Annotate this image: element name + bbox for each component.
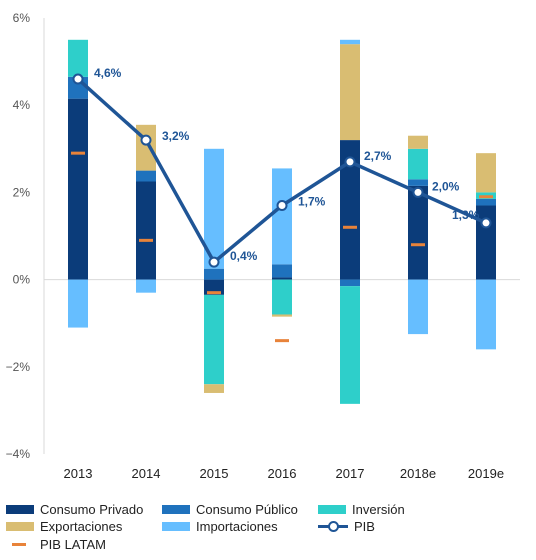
bar-segment xyxy=(272,264,292,278)
legend-label: PIB xyxy=(354,518,375,534)
pib-data-label: 2,7% xyxy=(364,149,392,163)
pib-line xyxy=(72,73,492,268)
x-tick-label: 2019e xyxy=(468,466,504,481)
legend-swatch xyxy=(162,504,190,514)
x-tick-label: 2014 xyxy=(132,466,161,481)
bar-segment xyxy=(340,279,360,287)
bar-segment xyxy=(340,44,360,141)
legend-swatch xyxy=(6,504,34,514)
bar-segment xyxy=(204,384,224,393)
bar-segment xyxy=(272,277,292,280)
legend-label: Inversión xyxy=(352,501,405,517)
pib-data-label: 0,4% xyxy=(230,249,258,263)
pib-point xyxy=(412,186,424,198)
pib-point xyxy=(344,156,356,168)
bar-segment xyxy=(68,39,88,77)
legend-dash-marker-icon xyxy=(12,542,26,546)
y-tick-label: −4% xyxy=(6,447,31,461)
bar-segment xyxy=(408,279,428,335)
y-tick-label: −2% xyxy=(6,360,31,374)
pib-point xyxy=(140,134,152,146)
chart-canvas: −4% −2% 0% 2% 4% 6% 2013 2014 2015 2016 2017 2018e 2… xyxy=(6,11,520,481)
bar-segment xyxy=(272,279,292,315)
bars xyxy=(68,39,496,404)
legend-label: Exportaciones xyxy=(40,518,123,534)
bar-segment xyxy=(204,268,224,280)
legend-item-importaciones: Importaciones xyxy=(162,517,278,535)
x-tick-label: 2015 xyxy=(200,466,229,481)
pib-point xyxy=(480,217,492,229)
legend-label: Importaciones xyxy=(196,518,278,534)
pib-data-label: 4,6% xyxy=(94,66,122,80)
pib-point xyxy=(276,199,288,211)
pib-labels: 4,6% 3,2% 0,4% 1,7% 2,7% 2,0% 1,3% xyxy=(94,66,480,263)
legend-item-pib: PIB xyxy=(318,517,375,535)
bar-segment xyxy=(476,198,496,206)
bar-segment xyxy=(476,153,496,193)
legend-label: Consumo Público xyxy=(196,501,298,517)
pib-data-label: 1,7% xyxy=(298,194,326,208)
legend-item-exportaciones: Exportaciones xyxy=(6,517,122,535)
legend-swatch xyxy=(6,521,34,531)
legend-item-inversion: Inversión xyxy=(318,500,405,518)
bar-segment xyxy=(204,294,224,385)
pib-data-label: 2,0% xyxy=(432,179,460,193)
x-tick-label: 2018e xyxy=(400,466,436,481)
pib-point xyxy=(208,256,220,268)
bar-segment xyxy=(136,279,156,293)
pib-data-label: 3,2% xyxy=(162,129,190,143)
bar-segment xyxy=(408,179,428,186)
bar-segment xyxy=(272,168,292,265)
legend: Consumo Privado Consumo Público Inversió… xyxy=(0,498,536,560)
bar-segment xyxy=(340,39,360,45)
bar-segment xyxy=(408,185,428,280)
bar-segment xyxy=(408,148,428,180)
legend-label: PIB LATAM xyxy=(40,536,106,552)
y-tick-label: 0% xyxy=(13,273,31,287)
legend-item-pib-latam: PIB LATAM xyxy=(6,535,106,553)
y-tick-label: 6% xyxy=(13,11,31,25)
pib-data-label: 1,3% xyxy=(452,208,480,222)
legend-swatch xyxy=(318,504,346,514)
bar-segment xyxy=(408,135,428,149)
x-tick-label: 2016 xyxy=(268,466,297,481)
bar-segment xyxy=(340,286,360,404)
bar-segment xyxy=(68,279,88,328)
x-tick-label: 2017 xyxy=(336,466,365,481)
bar-segment xyxy=(272,314,292,317)
bar-segment xyxy=(204,279,224,295)
bar-segment xyxy=(476,279,496,350)
legend-line-marker-icon xyxy=(318,521,348,532)
axes: −4% −2% 0% 2% 4% 6% 2013 2014 2015 2016 2017 2018e 2… xyxy=(6,11,520,481)
legend-item-consumo-privado: Consumo Privado xyxy=(6,500,143,518)
y-tick-label: 4% xyxy=(13,98,31,112)
bar-segment xyxy=(136,181,156,280)
pib-point xyxy=(72,73,84,85)
legend-label: Consumo Privado xyxy=(40,501,144,517)
legend-swatch xyxy=(162,521,190,531)
bar-segment xyxy=(204,148,224,269)
pib-latam-marks xyxy=(71,151,493,343)
bar-segment xyxy=(136,170,156,182)
legend-item-consumo-publico: Consumo Público xyxy=(162,500,298,518)
x-tick-label: 2013 xyxy=(64,466,93,481)
y-tick-label: 2% xyxy=(13,185,31,199)
bar-segment xyxy=(340,140,360,280)
bar-segment xyxy=(68,98,88,280)
